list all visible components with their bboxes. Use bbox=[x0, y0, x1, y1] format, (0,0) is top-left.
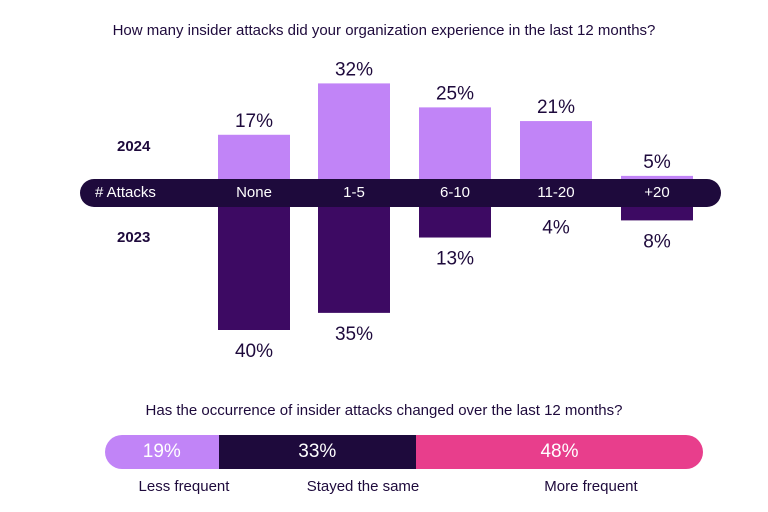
category-label-6-10: 6-10 bbox=[439, 184, 471, 201]
value-label-2023-none: 40% bbox=[235, 341, 273, 362]
bar-2023-none bbox=[218, 193, 290, 330]
value-label-2023-11-20: 4% bbox=[542, 218, 570, 239]
value-label-2023-20-plus: 8% bbox=[643, 231, 671, 252]
bar-2024-1-5 bbox=[318, 83, 390, 193]
value-label-2024-1-5: 32% bbox=[335, 59, 373, 80]
value-label-2024-6-10: 25% bbox=[436, 83, 474, 104]
label-more-frequent: More frequent bbox=[544, 478, 638, 495]
chart-title-attacks: How many insider attacks did your organi… bbox=[112, 22, 656, 39]
label-stayed-same: Stayed the same bbox=[306, 478, 420, 495]
value-label-2024-none: 17% bbox=[235, 111, 273, 132]
segment-less-frequent: 19% bbox=[105, 435, 219, 469]
value-label-2024-11-20: 21% bbox=[537, 97, 575, 118]
year-label-2023: 2023 bbox=[117, 229, 151, 246]
bar-2024-6-10 bbox=[419, 107, 491, 193]
bar-2023-1-5 bbox=[318, 193, 390, 313]
value-label-2023-1-5: 35% bbox=[335, 324, 373, 345]
value-label-2024-20-plus: 5% bbox=[643, 152, 671, 173]
label-less-frequent: Less frequent bbox=[138, 478, 230, 495]
category-axis-band bbox=[80, 179, 721, 207]
category-label-20-plus: +20 bbox=[644, 184, 670, 201]
frequency-stacked-bar: 19% 33% 48% bbox=[105, 435, 703, 469]
segment-more-frequent: 48% bbox=[415, 435, 703, 469]
category-label-11-20: 11-20 bbox=[537, 184, 575, 201]
segment-stayed-same: 33% bbox=[218, 435, 416, 469]
x-axis-title: # Attacks bbox=[95, 184, 156, 201]
category-label-none: None bbox=[236, 184, 272, 201]
chart-title-frequency: Has the occurrence of insider attacks ch… bbox=[145, 402, 623, 419]
value-label-2023-6-10: 13% bbox=[436, 249, 474, 270]
year-label-2024: 2024 bbox=[117, 138, 151, 155]
category-label-1-5: 1-5 bbox=[343, 184, 365, 201]
